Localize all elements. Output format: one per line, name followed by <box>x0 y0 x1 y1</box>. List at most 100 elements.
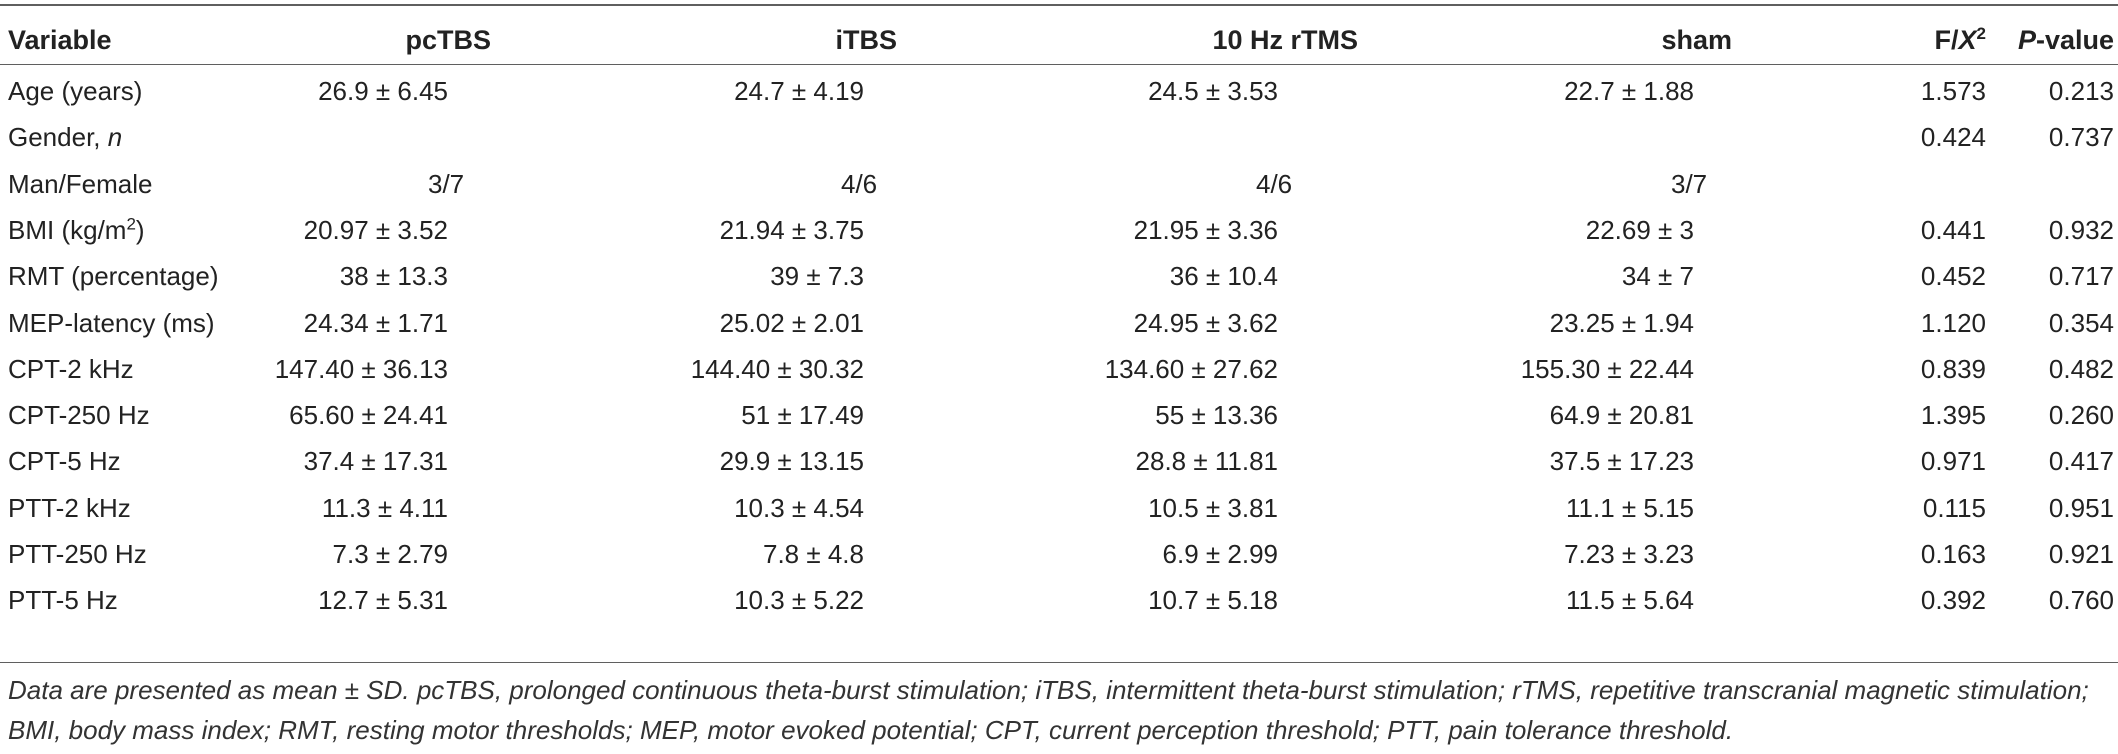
cell-p: 0.737 <box>2048 122 2114 152</box>
row-label: PTT-2 kHz <box>8 493 131 523</box>
row-label: BMI (kg/m2) <box>8 214 145 245</box>
cell-pctbs: 20.97 ± 3.52 <box>303 215 448 245</box>
cell-f: 0.971 <box>1920 446 1986 476</box>
cell-sham: 7.23 ± 3.23 <box>1564 539 1694 569</box>
cell-rtms: 21.95 ± 3.36 <box>1133 215 1278 245</box>
row-label: CPT-5 Hz <box>8 446 121 476</box>
row-label: Man/Female <box>8 169 153 199</box>
cell-itbs: 4/6 <box>841 169 878 199</box>
cell-f: 0.441 <box>1920 215 1986 245</box>
row-label: CPT-2 kHz <box>8 354 134 384</box>
cell-p: 0.482 <box>2048 354 2114 384</box>
header-variable: Variable <box>8 25 112 55</box>
cell-rtms: 4/6 <box>1256 169 1293 199</box>
cell-p: 0.260 <box>2048 400 2114 430</box>
row-label: Gender, n <box>8 122 123 152</box>
cell-p: 0.417 <box>2048 446 2114 476</box>
header-sham: sham <box>1661 25 1732 55</box>
header-row: Variable pcTBS iTBS 10 Hz rTMS sham F/X2… <box>0 20 2118 60</box>
cell-pctbs: 147.40 ± 36.13 <box>274 354 448 384</box>
table-row: PTT-5 Hz 12.7 ± 5.31 10.3 ± 5.22 10.7 ± 5.1… <box>0 580 2118 620</box>
cell-p: 0.717 <box>2048 261 2114 291</box>
table-row: BMI (kg/m2) 20.97 ± 3.52 21.94 ± 3.75 21.95… <box>0 210 2118 250</box>
header-rtms: 10 Hz rTMS <box>1212 25 1358 55</box>
cell-pctbs: 11.3 ± 4.11 <box>321 493 448 523</box>
cell-pctbs: 38 ± 13.3 <box>339 261 448 291</box>
top-rule <box>0 4 2118 6</box>
table-row: Gender, n 0.424 0.737 <box>0 117 2118 157</box>
cell-pctbs: 26.9 ± 6.45 <box>318 76 448 106</box>
cell-sham: 34 ± 7 <box>1621 261 1694 291</box>
cell-rtms: 55 ± 13.36 <box>1155 400 1278 430</box>
cell-itbs: 144.40 ± 30.32 <box>690 354 864 384</box>
cell-f: 0.424 <box>1920 122 1986 152</box>
cell-itbs: 39 ± 7.3 <box>770 261 864 291</box>
cell-itbs: 10.3 ± 5.22 <box>734 585 864 615</box>
cell-p: 0.932 <box>2048 215 2114 245</box>
header-itbs: iTBS <box>835 25 897 55</box>
cell-itbs: 25.02 ± 2.01 <box>719 308 864 338</box>
cell-sham: 37.5 ± 17.23 <box>1549 446 1694 476</box>
cell-p: 0.921 <box>2048 539 2114 569</box>
header-pctbs: pcTBS <box>405 25 491 55</box>
cell-rtms: 24.5 ± 3.53 <box>1148 76 1278 106</box>
cell-rtms: 28.8 ± 11.81 <box>1135 446 1278 476</box>
cell-sham: 3/7 <box>1671 169 1708 199</box>
cell-sham: 23.25 ± 1.94 <box>1549 308 1694 338</box>
cell-f: 1.395 <box>1920 400 1986 430</box>
cell-pctbs: 65.60 ± 24.41 <box>289 400 448 430</box>
cell-itbs: 21.94 ± 3.75 <box>719 215 864 245</box>
table-row: RMT (percentage) 38 ± 13.3 39 ± 7.3 36 ± 10… <box>0 256 2118 296</box>
cell-rtms: 10.7 ± 5.18 <box>1148 585 1278 615</box>
table-row: PTT-250 Hz 7.3 ± 2.79 7.8 ± 4.8 6.9 ± 2.99 7… <box>0 534 2118 574</box>
cell-p: 0.354 <box>2048 308 2114 338</box>
cell-f: 0.392 <box>1920 585 1986 615</box>
cell-pctbs: 3/7 <box>428 169 465 199</box>
cell-sham: 22.69 ± 3 <box>1585 215 1694 245</box>
cell-rtms: 36 ± 10.4 <box>1169 261 1278 291</box>
table-row: PTT-2 kHz 11.3 ± 4.11 10.3 ± 4.54 10.5 ± 3.… <box>0 488 2118 528</box>
cell-f: 0.163 <box>1920 539 1986 569</box>
cell-sham: 155.30 ± 22.44 <box>1520 354 1694 384</box>
bottom-rule <box>0 662 2118 663</box>
row-label: MEP-latency (ms) <box>8 308 215 338</box>
cell-sham: 22.7 ± 1.88 <box>1564 76 1694 106</box>
table-row: CPT-5 Hz 37.4 ± 17.31 29.9 ± 13.15 28.8 ± 1… <box>0 441 2118 481</box>
cell-f: 0.839 <box>1920 354 1986 384</box>
cell-rtms: 24.95 ± 3.62 <box>1133 308 1278 338</box>
row-label: RMT (percentage) <box>8 261 219 291</box>
cell-f: 0.115 <box>1922 493 1986 523</box>
cell-itbs: 7.8 ± 4.8 <box>762 539 864 569</box>
cell-pctbs: 12.7 ± 5.31 <box>318 585 448 615</box>
cell-pctbs: 24.34 ± 1.71 <box>303 308 448 338</box>
cell-p: 0.951 <box>2048 493 2114 523</box>
table-footnote: Data are presented as mean ± SD. pcTBS, … <box>8 675 2089 745</box>
row-label: Age (years) <box>8 76 143 106</box>
cell-f: 0.452 <box>1920 261 1986 291</box>
cell-rtms: 134.60 ± 27.62 <box>1104 354 1278 384</box>
cell-itbs: 29.9 ± 13.15 <box>719 446 864 476</box>
header-rule <box>0 64 2118 65</box>
header-p-value: P-value <box>2017 25 2114 55</box>
table-row: Man/Female 3/7 4/6 4/6 3/7 <box>0 164 2118 204</box>
cell-rtms: 10.5 ± 3.81 <box>1148 493 1278 523</box>
row-label: CPT-250 Hz <box>8 400 150 430</box>
header-f-x2: F/X2 <box>1934 24 1986 55</box>
cell-p: 0.760 <box>2048 585 2114 615</box>
table-row: MEP-latency (ms) 24.34 ± 1.71 25.02 ± 2.01… <box>0 303 2118 343</box>
cell-sham: 11.5 ± 5.64 <box>1566 585 1694 615</box>
cell-f: 1.120 <box>1920 308 1986 338</box>
cell-rtms: 6.9 ± 2.99 <box>1162 539 1278 569</box>
table-row: Age (years) 26.9 ± 6.45 24.7 ± 4.19 24.5 ± … <box>0 71 2118 111</box>
cell-p: 0.213 <box>2048 76 2114 106</box>
cell-sham: 64.9 ± 20.81 <box>1549 400 1694 430</box>
row-label: PTT-5 Hz <box>8 585 118 615</box>
table-row: CPT-250 Hz 65.60 ± 24.41 51 ± 17.49 55 ± 13… <box>0 395 2118 435</box>
cell-f: 1.573 <box>1920 76 1986 106</box>
row-label: PTT-250 Hz <box>8 539 147 569</box>
cell-itbs: 51 ± 17.49 <box>741 400 864 430</box>
cell-pctbs: 37.4 ± 17.31 <box>303 446 448 476</box>
cell-pctbs: 7.3 ± 2.79 <box>332 539 448 569</box>
cell-itbs: 24.7 ± 4.19 <box>734 76 864 106</box>
table-row: CPT-2 kHz 147.40 ± 36.13 144.40 ± 30.32 134… <box>0 349 2118 389</box>
